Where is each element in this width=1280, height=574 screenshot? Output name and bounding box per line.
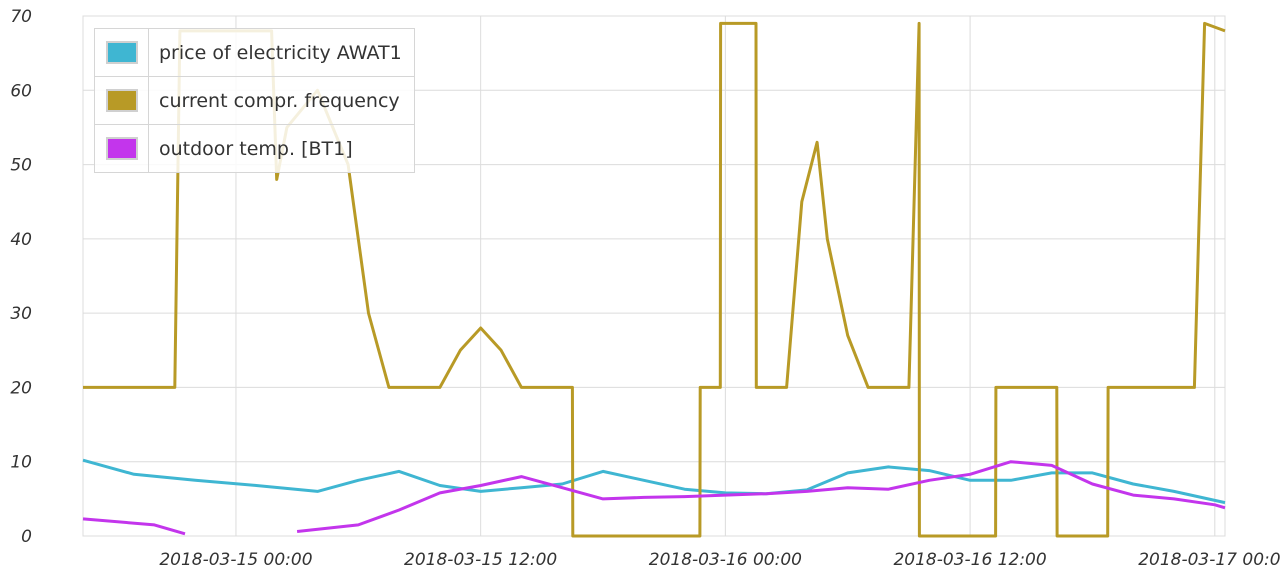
x-tick-labels: 2018-03-15 00:00 2018-03-15 12:00 2018-03-… bbox=[159, 550, 1280, 570]
legend-label: outdoor temp. [BT1] bbox=[148, 124, 415, 173]
legend-swatch-price bbox=[105, 41, 138, 64]
legend-label: price of electricity AWAT1 bbox=[148, 28, 415, 77]
x-tick-label: 2018-03-16 00:00 bbox=[649, 550, 802, 570]
x-tick-label: 2018-03-17 00:00 bbox=[1138, 550, 1280, 570]
y-tick-label: 70 bbox=[10, 7, 32, 27]
legend: price of electricity AWAT1 current compr… bbox=[94, 28, 415, 173]
y-tick-label: 60 bbox=[10, 81, 32, 101]
legend-swatch-outdoor-temp bbox=[105, 137, 138, 160]
series-line bbox=[82, 458, 1226, 505]
y-tick-label: 50 bbox=[10, 156, 32, 176]
series-line bbox=[83, 21, 1226, 538]
y-tick-label: 40 bbox=[10, 230, 32, 250]
legend-item[interactable]: outdoor temp. [BT1] bbox=[94, 124, 415, 173]
series-line bbox=[82, 460, 1226, 536]
legend-item[interactable]: price of electricity AWAT1 bbox=[94, 28, 415, 77]
legend-item[interactable]: current compr. frequency bbox=[94, 76, 415, 125]
x-tick-label: 2018-03-16 12:00 bbox=[893, 550, 1046, 570]
y-tick-label: 20 bbox=[10, 378, 32, 398]
legend-swatch-frequency bbox=[105, 89, 138, 112]
x-tick-label: 2018-03-15 00:00 bbox=[159, 550, 312, 570]
y-tick-label: 30 bbox=[10, 304, 32, 324]
y-tick-labels: 0 10 20 30 40 50 60 70 bbox=[10, 7, 32, 547]
grid-lines bbox=[82, 15, 1226, 537]
series-lines bbox=[82, 21, 1226, 538]
y-tick-label: 0 bbox=[21, 527, 32, 547]
x-tick-label: 2018-03-15 12:00 bbox=[404, 550, 557, 570]
legend-label: current compr. frequency bbox=[148, 76, 415, 125]
y-tick-label: 10 bbox=[10, 453, 32, 473]
